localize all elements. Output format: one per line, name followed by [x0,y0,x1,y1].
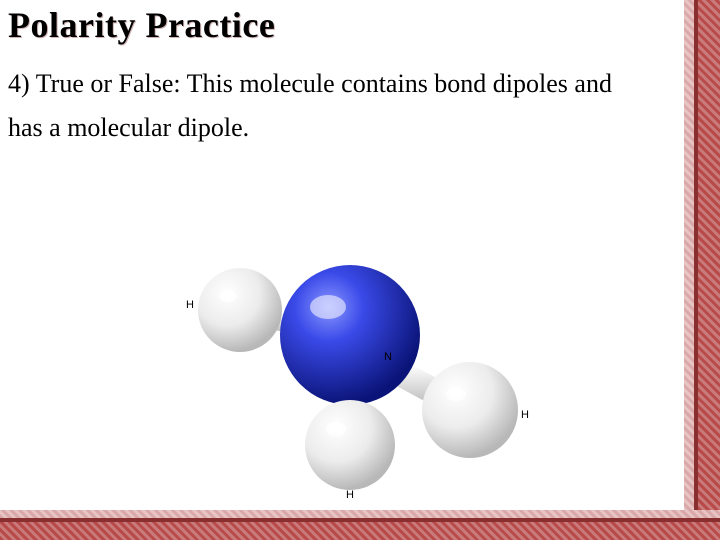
molecule-svg [150,220,530,500]
atom-label-h-0: H [186,299,194,311]
atom-label-n: N [384,351,392,363]
page-title: Polarity Practice [8,4,275,46]
question-text: 4) True or False: This molecule contains… [8,62,640,150]
slide: Polarity Practice 4) True or False: This… [0,0,720,540]
atom-label-h-2: H [346,489,354,501]
molecule-diagram: N H H H [150,220,530,500]
decorative-border-bottom [0,518,720,540]
decorative-border-right [694,0,720,540]
atom-label-h-1: H [521,409,529,421]
